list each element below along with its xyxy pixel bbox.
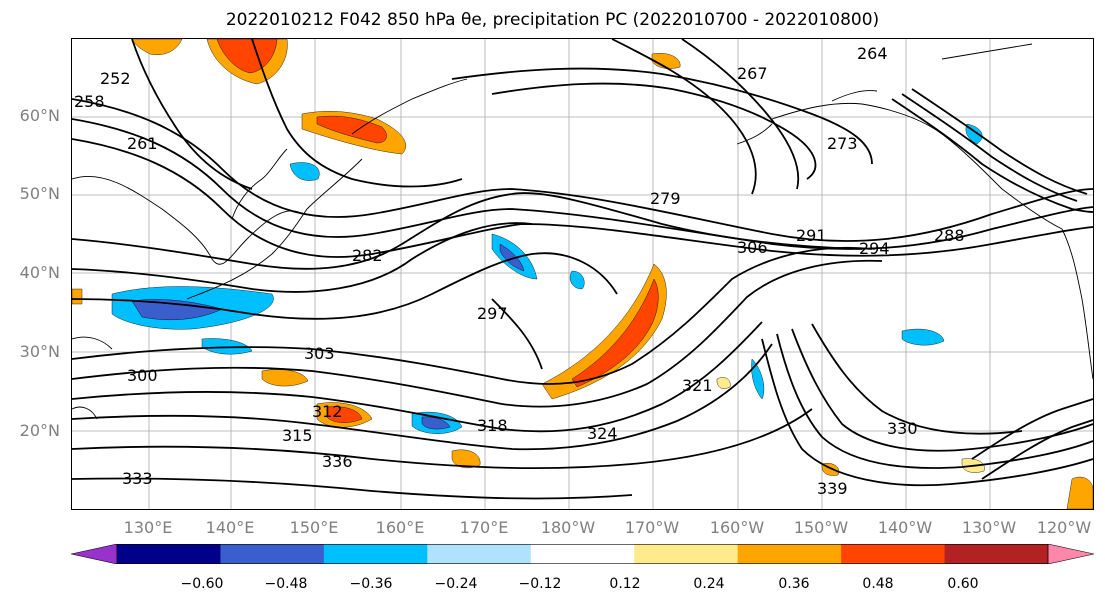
contour-label: 315 xyxy=(282,426,313,445)
contour-label: 273 xyxy=(827,134,858,153)
lon-label-120w: 120°W xyxy=(1036,518,1092,537)
colorbar-tick-label: −0.24 xyxy=(434,576,478,592)
lon-label-140e: 140°E xyxy=(205,518,255,537)
map-panel: 252 258 261 264 267 273 279 282 288 291 … xyxy=(71,38,1094,510)
colorbar-segment xyxy=(220,544,325,564)
lon-label-160w: 160°W xyxy=(709,518,765,537)
colorbar-segment xyxy=(427,544,532,564)
lon-label-130e: 130°E xyxy=(123,518,173,537)
lat-label-30n: 30°N xyxy=(19,342,60,361)
map-svg: 252 258 261 264 267 273 279 282 288 291 … xyxy=(72,39,1093,509)
lon-label-140w: 140°W xyxy=(877,518,933,537)
lon-label-130w: 130°W xyxy=(961,518,1017,537)
contour-label: 297 xyxy=(477,304,508,323)
colorbar-segment xyxy=(634,544,739,564)
colorbar-tick-label: −0.12 xyxy=(518,576,562,592)
colorbar-tick-label: −0.36 xyxy=(349,576,393,592)
contour-label: 321 xyxy=(682,376,713,395)
colorbar-segment xyxy=(117,544,221,564)
colorbar-segment xyxy=(323,544,428,564)
colorbar xyxy=(71,544,1094,564)
colorbar-tick-label: 0.12 xyxy=(609,576,641,592)
contour-label: 279 xyxy=(650,189,681,208)
contour-label: 252 xyxy=(100,69,131,88)
contour-label: 336 xyxy=(322,452,353,471)
contour-label: 306 xyxy=(737,238,768,257)
contour-label: 333 xyxy=(122,469,153,488)
contour-label: 312 xyxy=(312,402,343,421)
contour-label: 324 xyxy=(587,424,618,443)
precip-shading xyxy=(72,39,1093,509)
lon-label-180w: 180°W xyxy=(540,518,596,537)
lon-label-170w: 170°W xyxy=(624,518,680,537)
colorbar-segment xyxy=(737,544,842,564)
theta-e-contours xyxy=(72,39,1093,500)
colorbar-frame xyxy=(116,544,1049,564)
lon-label-170e: 170°E xyxy=(459,518,509,537)
contour-label: 282 xyxy=(352,246,383,265)
colorbar-extend-high xyxy=(1047,544,1094,564)
contour-label: 264 xyxy=(857,44,888,63)
map-title: 2022010212 F042 850 hPa θe, precipitatio… xyxy=(225,10,880,30)
lon-label-150w: 150°W xyxy=(793,518,849,537)
colorbar-segment xyxy=(841,544,946,564)
contour-labels: 252 258 261 264 267 273 279 282 288 291 … xyxy=(74,44,965,498)
contour-label: 318 xyxy=(477,416,508,435)
colorbar-tick-label: 0.24 xyxy=(693,576,725,592)
colorbar-tick-label: −0.60 xyxy=(180,576,224,592)
lon-label-150e: 150°E xyxy=(289,518,339,537)
contour-label: 300 xyxy=(127,366,158,385)
colorbar-tick-label: −0.48 xyxy=(264,576,308,592)
colorbar-tick-label: 0.36 xyxy=(778,576,810,592)
contour-label: 267 xyxy=(737,64,768,83)
lat-label-40n: 40°N xyxy=(19,263,60,282)
contour-label: 339 xyxy=(817,479,848,498)
coastlines xyxy=(72,43,1093,420)
contour-label: 288 xyxy=(934,226,965,245)
lat-label-50n: 50°N xyxy=(19,184,60,203)
colorbar-extend-low xyxy=(71,544,118,564)
lat-label-20n: 20°N xyxy=(19,421,60,440)
colorbar-tick-label: 0.48 xyxy=(862,576,894,592)
contour-label: 294 xyxy=(859,239,890,258)
contour-label: 303 xyxy=(304,344,335,363)
contour-label: 330 xyxy=(887,419,918,438)
contour-label: 291 xyxy=(796,226,827,245)
lon-label-160e: 160°E xyxy=(375,518,425,537)
colorbar-segment xyxy=(944,544,1049,564)
contour-label: 258 xyxy=(74,92,105,111)
graticule xyxy=(72,39,1093,509)
colorbar-tick-label: 0.60 xyxy=(947,576,979,592)
contour-label: 261 xyxy=(127,134,158,153)
colorbar-segment xyxy=(530,544,635,564)
lat-label-60n: 60°N xyxy=(19,106,60,125)
